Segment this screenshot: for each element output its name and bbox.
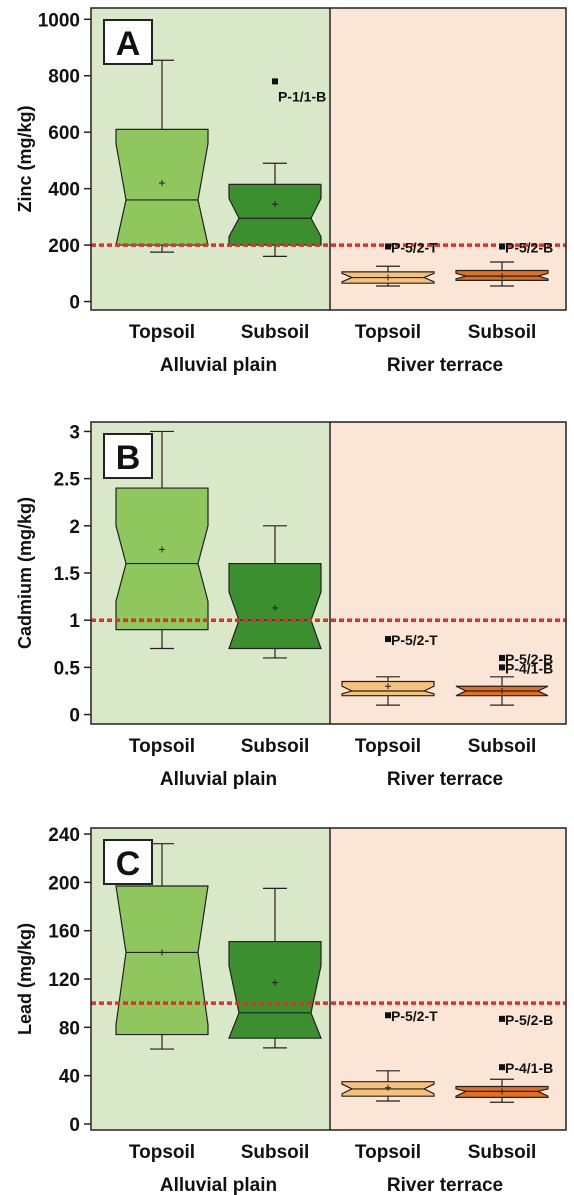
outlier-point — [499, 1015, 505, 1022]
category-label: Subsoil — [241, 736, 310, 757]
outlier-point — [272, 78, 278, 85]
y-tick-label: 400 — [48, 180, 80, 201]
y-tick-label: 0 — [69, 1115, 80, 1136]
group-label: River terrace — [387, 355, 503, 376]
box-1 — [115, 843, 209, 1050]
group-label: Alluvial plain — [160, 355, 277, 376]
outlier-label: P-4/1-B — [505, 1060, 553, 1076]
panel-letter: C — [116, 845, 141, 883]
y-tick-label: 800 — [48, 67, 80, 88]
outlier-label: P-5/2-B — [505, 1012, 553, 1028]
box-4 — [455, 261, 549, 287]
panel-letter-box — [103, 433, 153, 479]
y-axis-label: Zinc (mg/kg) — [15, 105, 35, 212]
box-3 — [341, 265, 435, 287]
category-label: Topsoil — [129, 322, 195, 343]
outlier-label: P-5/2-T — [391, 239, 438, 255]
y-tick-label: 1 — [69, 611, 80, 632]
group-label: Alluvial plain — [160, 769, 277, 790]
outlier-label: P-5/2-B — [505, 239, 553, 255]
box-4 — [455, 1078, 549, 1103]
y-axis-label: Lead (mg/kg) — [15, 923, 35, 1035]
panel-C: 0 40 80 120 160 200 240 Lead (mg/kg) P-5/2-T P-5/… — [15, 825, 567, 1195]
group-label: River terrace — [387, 769, 503, 790]
plot-frame — [90, 827, 567, 1131]
outlier-point — [385, 1012, 391, 1019]
terrace-region — [330, 828, 566, 1130]
plot-frame — [90, 421, 567, 725]
panel-letter-box — [103, 839, 153, 885]
outlier-point — [385, 243, 391, 250]
outlier-label: P-5/2-B — [505, 651, 553, 667]
box-body — [115, 128, 209, 246]
category-label: Subsoil — [468, 1142, 537, 1163]
box-body — [228, 940, 322, 1039]
group-label: River terrace — [387, 1175, 503, 1195]
box-2 — [228, 162, 322, 257]
category-label: Topsoil — [129, 736, 195, 757]
group-label: Alluvial plain — [160, 1175, 277, 1195]
y-tick-label: 40 — [59, 1067, 80, 1088]
box-3 — [341, 1070, 435, 1102]
box-2 — [228, 887, 322, 1049]
y-tick-label: 1000 — [38, 10, 80, 31]
outlier-point — [499, 1064, 505, 1071]
outlier-label: P-5/2-T — [391, 632, 438, 648]
category-label: Subsoil — [241, 1142, 310, 1163]
terrace-region — [330, 8, 566, 310]
box-3 — [341, 676, 435, 706]
category-label: Topsoil — [355, 322, 421, 343]
box-1 — [115, 59, 209, 253]
y-tick-label: 200 — [48, 236, 80, 257]
box-body — [115, 487, 209, 631]
y-tick-label: 80 — [59, 1018, 80, 1039]
outlier-point — [385, 636, 391, 643]
outlier-label: P-5/2-T — [391, 1008, 438, 1024]
category-label: Subsoil — [468, 736, 537, 757]
y-tick-label: 200 — [48, 873, 80, 894]
outlier-label: P-1/1-B — [278, 88, 326, 104]
y-tick-label: 0 — [69, 293, 80, 314]
panel-letter: A — [116, 25, 141, 63]
y-tick-label: 0 — [69, 706, 80, 727]
y-axis-label: Cadmium (mg/kg) — [15, 497, 35, 649]
y-tick-label: 240 — [48, 825, 80, 846]
y-tick-label: 2 — [69, 517, 80, 538]
panel-letter-box — [103, 19, 153, 65]
box-body — [228, 183, 322, 246]
y-tick-label: 0.5 — [54, 658, 81, 679]
y-tick-label: 120 — [48, 970, 80, 991]
category-label: Topsoil — [355, 736, 421, 757]
outlier-point — [499, 664, 505, 671]
panel-letter: B — [116, 439, 141, 477]
category-label: Subsoil — [468, 322, 537, 343]
outlier-point — [499, 243, 505, 250]
outlier-label: P-4/1-B — [505, 660, 553, 676]
y-tick-label: 600 — [48, 123, 80, 144]
y-tick-label: 160 — [48, 922, 80, 943]
y-tick-label: 1.5 — [54, 564, 81, 585]
panel-B: 0 0.5 1 1.5 2 2.5 3 Cadmium (mg/kg) P-5/2-T P-5/2… — [15, 421, 567, 790]
plot-frame — [90, 7, 567, 311]
terrace-region — [330, 422, 566, 724]
y-tick-label: 3 — [69, 422, 80, 443]
category-label: Subsoil — [241, 322, 310, 343]
outlier-point — [499, 654, 505, 661]
y-tick-label: 2.5 — [54, 470, 81, 491]
box-4 — [455, 676, 549, 706]
category-label: Topsoil — [129, 1142, 195, 1163]
box-1 — [115, 430, 209, 650]
category-label: Topsoil — [355, 1142, 421, 1163]
panel-A: 0 200 400 600 800 1000 Zinc (mg/kg) P-1/1-B P-5/… — [15, 7, 567, 376]
box-body — [115, 885, 209, 1036]
